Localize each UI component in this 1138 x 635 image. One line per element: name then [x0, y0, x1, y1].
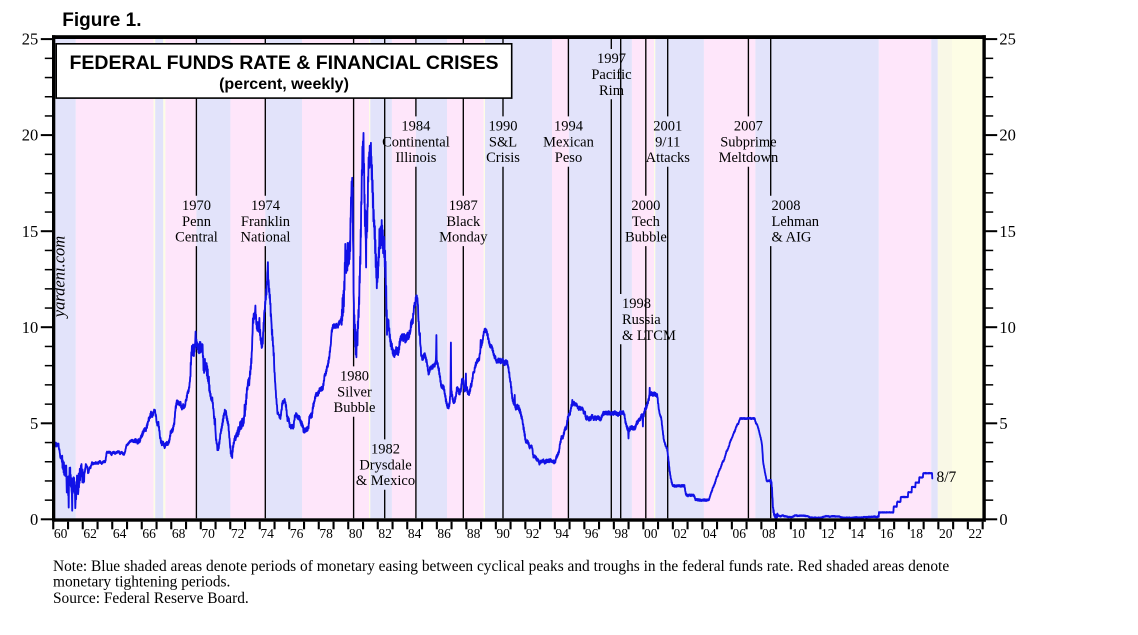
svg-text:1990: 1990: [489, 119, 518, 135]
svg-text:monetary tightening periods.: monetary tightening periods.: [53, 574, 230, 591]
svg-text:1982: 1982: [371, 442, 400, 458]
svg-text:76: 76: [290, 526, 304, 541]
svg-text:1974: 1974: [251, 198, 281, 214]
svg-text:Silver: Silver: [337, 384, 372, 400]
svg-text:2001: 2001: [653, 119, 682, 135]
svg-text:1980: 1980: [340, 369, 369, 385]
svg-text:06: 06: [732, 526, 746, 541]
svg-text:Monday: Monday: [439, 230, 488, 246]
svg-text:98: 98: [614, 526, 628, 541]
svg-text:Source: Federal Reserve Board.: Source: Federal Reserve Board.: [53, 590, 249, 607]
svg-text:20: 20: [939, 526, 953, 541]
svg-text:Figure 1.: Figure 1.: [62, 10, 141, 31]
svg-text:20: 20: [22, 126, 39, 145]
svg-text:22: 22: [968, 526, 982, 541]
svg-text:12: 12: [821, 526, 835, 541]
svg-text:10: 10: [22, 318, 39, 337]
svg-text:Attacks: Attacks: [646, 150, 691, 166]
svg-text:Russia: Russia: [622, 312, 661, 328]
svg-text:Continental: Continental: [382, 134, 450, 150]
svg-text:16: 16: [880, 526, 894, 541]
svg-text:92: 92: [526, 526, 540, 541]
svg-text:1984: 1984: [401, 119, 431, 135]
svg-text:15: 15: [999, 222, 1016, 241]
svg-text:1998: 1998: [622, 296, 651, 312]
svg-text:Illinois: Illinois: [395, 150, 436, 166]
svg-text:2000: 2000: [631, 198, 660, 214]
svg-text:10: 10: [999, 318, 1016, 337]
svg-text:1987: 1987: [449, 198, 478, 214]
svg-text:Mexican: Mexican: [543, 134, 594, 150]
svg-text:84: 84: [408, 526, 422, 541]
svg-text:Subprime: Subprime: [720, 134, 776, 150]
svg-text:70: 70: [201, 526, 215, 541]
svg-text:62: 62: [83, 526, 97, 541]
svg-text:9/11: 9/11: [655, 134, 680, 150]
svg-text:Franklin: Franklin: [241, 214, 291, 230]
svg-text:14: 14: [850, 526, 864, 541]
svg-text:82: 82: [378, 526, 392, 541]
svg-text:18: 18: [909, 526, 923, 541]
svg-text:& Mexico: & Mexico: [356, 473, 415, 489]
svg-text:& LTCM: & LTCM: [622, 328, 676, 344]
svg-text:5: 5: [999, 414, 1007, 433]
svg-text:Tech: Tech: [632, 214, 661, 230]
svg-text:08: 08: [762, 526, 776, 541]
svg-text:8/7: 8/7: [937, 469, 957, 486]
svg-text:FEDERAL FUNDS RATE & FINANCIAL: FEDERAL FUNDS RATE & FINANCIAL CRISES: [69, 52, 498, 74]
svg-text:(percent, weekly): (percent, weekly): [219, 76, 349, 93]
svg-text:Central: Central: [175, 230, 218, 246]
svg-text:88: 88: [467, 526, 481, 541]
svg-text:& AIG: & AIG: [772, 230, 812, 246]
svg-text:Lehman: Lehman: [772, 214, 820, 230]
svg-text:68: 68: [172, 526, 186, 541]
svg-text:0: 0: [30, 510, 38, 529]
svg-text:74: 74: [260, 526, 274, 541]
svg-text:0: 0: [999, 510, 1007, 529]
svg-text:Meltdown: Meltdown: [719, 150, 779, 166]
svg-text:10: 10: [791, 526, 805, 541]
svg-text:Black: Black: [446, 214, 481, 230]
svg-text:25: 25: [22, 30, 39, 49]
svg-text:90: 90: [496, 526, 510, 541]
svg-text:Peso: Peso: [555, 150, 582, 166]
svg-text:Note: Blue shaded areas denote: Note: Blue shaded areas denote periods o…: [53, 558, 949, 575]
svg-text:25: 25: [999, 30, 1016, 49]
svg-text:20: 20: [999, 126, 1016, 145]
svg-text:72: 72: [231, 526, 245, 541]
svg-text:National: National: [241, 230, 291, 246]
svg-text:Crisis: Crisis: [486, 150, 520, 166]
svg-text:02: 02: [673, 526, 687, 541]
svg-text:1994: 1994: [554, 119, 584, 135]
svg-text:Drysdale: Drysdale: [359, 457, 411, 473]
svg-text:Bubble: Bubble: [334, 400, 376, 416]
svg-text:2008: 2008: [772, 198, 801, 214]
svg-text:Penn: Penn: [182, 214, 212, 230]
svg-text:00: 00: [644, 526, 658, 541]
svg-text:86: 86: [437, 526, 451, 541]
svg-text:Rim: Rim: [599, 83, 625, 99]
svg-text:S&L: S&L: [489, 134, 517, 150]
svg-text:04: 04: [703, 526, 717, 541]
svg-text:94: 94: [555, 526, 569, 541]
svg-text:96: 96: [585, 526, 599, 541]
svg-text:64: 64: [113, 526, 127, 541]
svg-text:Pacific: Pacific: [591, 67, 631, 83]
svg-text:Bubble: Bubble: [625, 230, 667, 246]
svg-text:66: 66: [142, 526, 156, 541]
svg-text:60: 60: [54, 526, 68, 541]
svg-text:5: 5: [30, 414, 38, 433]
svg-text:1997: 1997: [597, 51, 626, 67]
svg-text:1970: 1970: [182, 198, 211, 214]
svg-text:15: 15: [22, 222, 39, 241]
svg-text:yardeni.com: yardeni.com: [50, 236, 69, 319]
svg-text:80: 80: [349, 526, 363, 541]
svg-text:2007: 2007: [734, 119, 763, 135]
svg-text:78: 78: [319, 526, 333, 541]
